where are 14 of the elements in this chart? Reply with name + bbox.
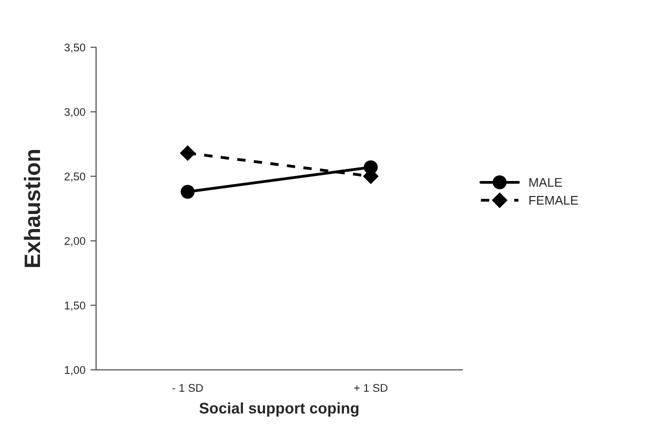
y-tick-label: 2,50 <box>64 172 86 182</box>
legend-label: MALE <box>529 178 562 187</box>
legend-label: FEMALE <box>529 196 578 205</box>
y-tick-label: 3,50 <box>64 44 86 53</box>
point <box>180 184 195 199</box>
x-tick-label: - 1 SD <box>172 384 203 392</box>
y-tick-label: 1,50 <box>64 302 86 311</box>
y-axis-title: Exhaustion <box>24 150 40 267</box>
x-tick-label: + 1 SD <box>354 384 388 392</box>
y-tick-label: 2,00 <box>64 237 86 246</box>
y-tick-label: 3,00 <box>64 108 86 118</box>
x-axis-title: Social support coping <box>199 402 358 417</box>
point <box>180 146 196 161</box>
y-tick-label: 1,00 <box>64 366 86 376</box>
